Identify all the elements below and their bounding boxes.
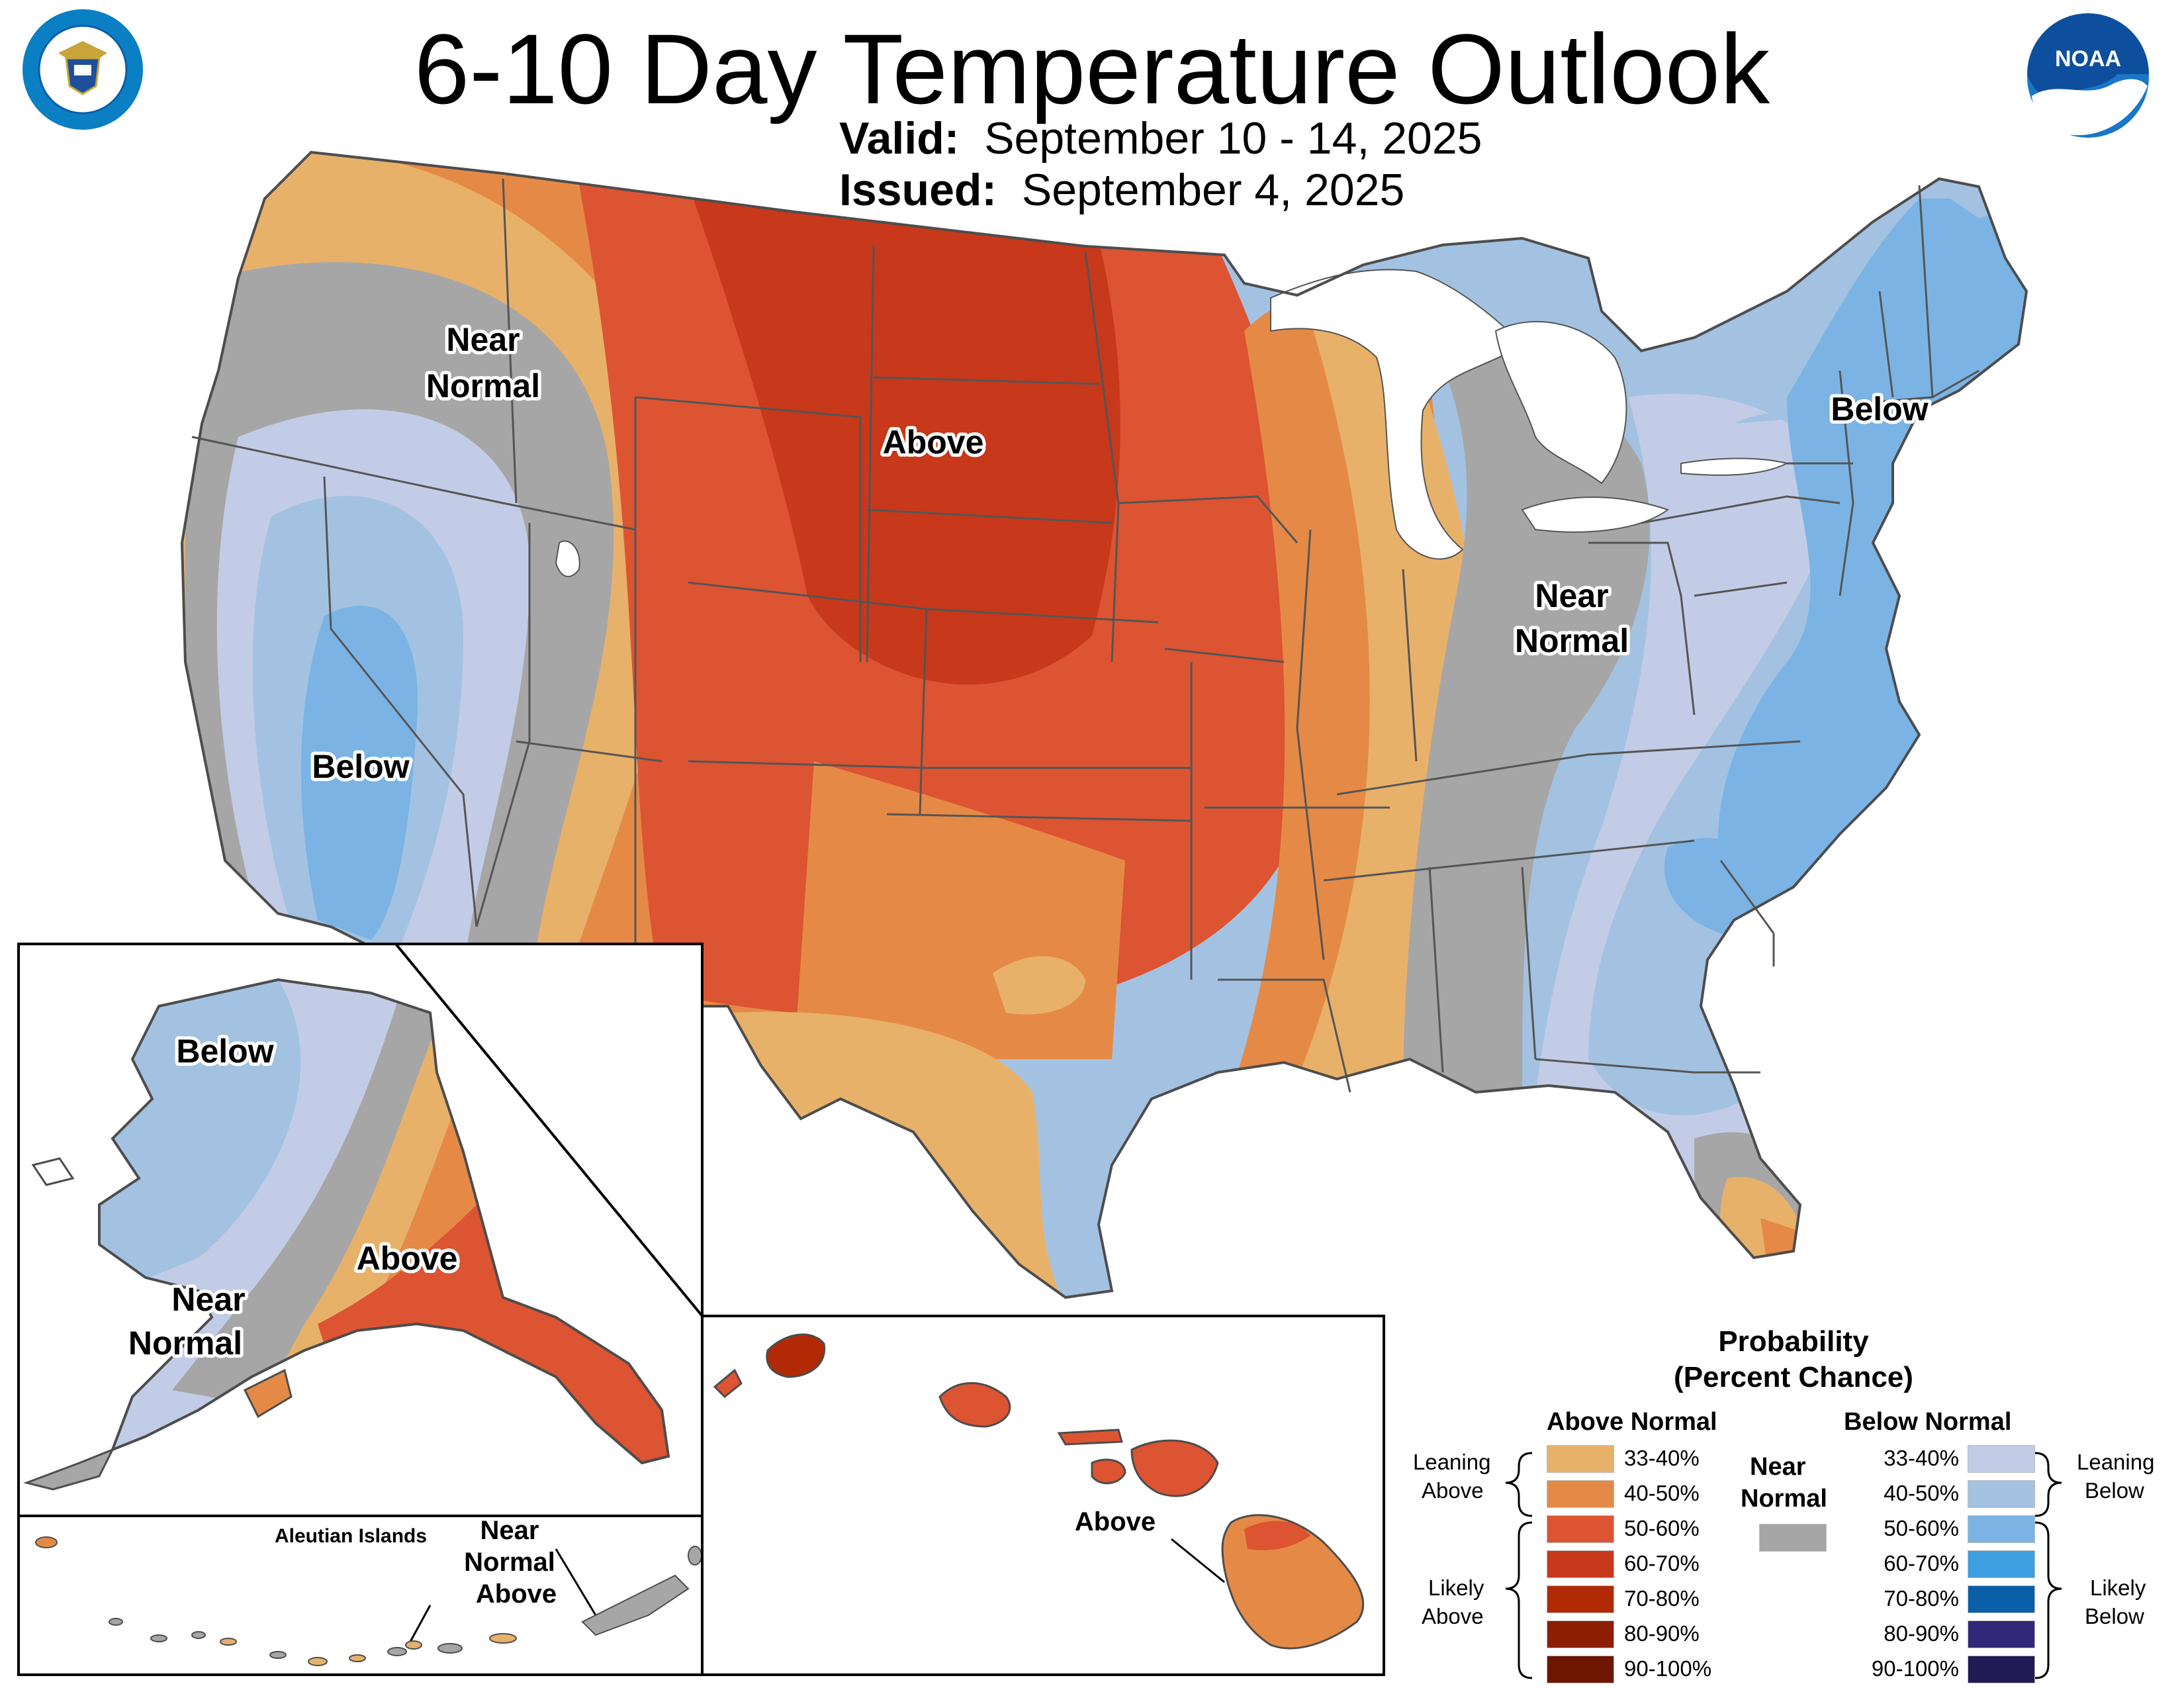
niihau-island [713,1368,743,1399]
molokai-island [1057,1429,1123,1446]
likely-above-line2: Above [1422,1604,1484,1628]
above-central-label: Above [883,424,984,461]
legend-below-range-1: 33-40% [1884,1446,1959,1470]
legend-below-swatch-7 [1968,1656,2035,1683]
legend-above-range-6: 80-90% [1624,1621,1700,1646]
big-island-north [1244,1521,1310,1550]
lake-huron [1494,320,1627,485]
alaska-inset: Below Above Near Normal [17,943,704,1517]
lake-ontario [1680,457,1789,476]
legend-below-swatch-2 [1968,1480,2035,1508]
valid-label: Valid: [839,113,960,164]
legend-title-line1: Probability [1718,1325,1869,1358]
likely-below-line1: Likely [2090,1575,2146,1600]
legend-above-swatch-1 [1547,1445,1614,1473]
near-normal-swatch [1759,1524,1827,1552]
near-normal-west-line2: Normal [426,367,540,404]
state-boundaries [191,178,1979,1093]
alaska-above-label: Above [357,1240,458,1277]
leaning-below-line1: Leaning [2077,1450,2155,1474]
legend-above-range-2: 40-50% [1624,1481,1700,1505]
legend-above-swatch-7 [1547,1656,1614,1683]
kauai-island [766,1333,826,1378]
legend-below-swatch-3 [1968,1515,2035,1543]
legend-above-range-3: 50-60% [1624,1516,1700,1540]
kodiak-island [243,1368,293,1419]
aleutian-label-line2: Normal [464,1548,555,1577]
lake-erie [1521,496,1670,533]
legend-above-swatch-2 [1547,1480,1614,1508]
legend-below-range-5: 70-80% [1884,1586,1959,1611]
leaning-above-line1: Leaning [1413,1450,1491,1474]
near-normal-east-line1: Near [1535,577,1608,614]
valid-line: Valid: September 10 - 14, 2025 [839,113,1482,164]
legend-below-swatch-4 [1968,1550,2035,1578]
legend-below-swatch-5 [1968,1585,2035,1613]
hawaii-inset: Above [701,1315,1385,1676]
likely-above-line1: Likely [1428,1575,1484,1600]
alaska-peninsula [23,1448,115,1491]
lanai-island [1091,1458,1126,1485]
leaning-below-line2: Below [2085,1478,2144,1503]
issued-date: September 4, 2025 [1021,165,1405,215]
alaska-near-normal-line1: Near [171,1281,245,1318]
legend-above-swatch-3 [1547,1515,1614,1543]
map-title: 6-10 Day Temperature Outlook [414,13,1770,124]
legend-below-swatch-1 [1968,1445,2035,1473]
legend-above-range-4: 60-70% [1624,1551,1700,1575]
near-normal-east-line2: Normal [1515,622,1629,659]
valid-dates: September 10 - 14, 2025 [984,113,1482,164]
aleutian-label-line3: Above [476,1579,557,1609]
alaska-near-normal-line2: Normal [128,1325,242,1362]
leaning-above-line2: Above [1422,1478,1484,1503]
great-lakes [1270,269,1524,560]
legend-brackets [1505,1452,2062,1679]
legend-above-range-5: 70-80% [1624,1586,1700,1611]
aleutian-label-line1: Near [480,1516,539,1545]
alaska-outline [98,978,670,1465]
aleutian-title: Aleutian Islands [275,1525,427,1547]
near-normal-west-line1: Near [446,321,520,358]
legend-above-range-1: 33-40% [1624,1446,1700,1470]
alaska-below-label: Below [176,1033,273,1070]
likely-below-line2: Below [2085,1604,2144,1628]
below-east-label: Below [1831,391,1928,428]
legend-below-swatch-6 [1968,1620,2035,1648]
legend-below-range-4: 60-70% [1884,1551,1959,1575]
aleutian-inset: Aleutian Islands Near Normal Above [17,1513,704,1676]
issued-label: Issued: [839,165,997,215]
below-west-label: Below [312,748,409,785]
legend-below-header: Below Normal [1844,1408,2012,1436]
legend-below-range-3: 50-60% [1884,1516,1959,1540]
legend-near-header-line1: Near [1750,1453,1806,1481]
st-lawrence-island [31,1157,75,1186]
legend-above-swatch-6 [1547,1620,1614,1648]
noaa-logo-text: NOAA [2055,46,2121,71]
great-salt-lake [555,540,580,577]
oahu-island [938,1382,1011,1428]
legend-title-line2: (Percent Chance) [1674,1361,1913,1393]
legend-above-swatch-4 [1547,1550,1614,1578]
legend-below-range-2: 40-50% [1884,1481,1959,1505]
aleutian-islands-shapes [35,1536,702,1666]
legend-above-swatch-5 [1547,1585,1614,1613]
noaa-logo: NOAA [2027,13,2149,138]
department-of-commerce-seal [20,7,146,132]
legend-above-header: Above Normal [1547,1408,1717,1436]
issued-line: Issued: September 4, 2025 [839,164,1404,216]
maui-island [1130,1439,1219,1497]
legend-above-range-7: 90-100% [1624,1656,1712,1681]
legend-below-range-6: 80-90% [1884,1621,1959,1646]
hawaii-above-label: Above [1075,1507,1156,1536]
legend-near-header-line2: Normal [1741,1485,1827,1513]
legend-below-range-7: 90-100% [1871,1656,1959,1681]
